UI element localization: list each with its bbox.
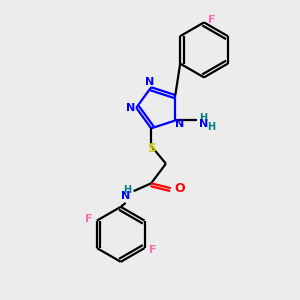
Text: F: F: [208, 15, 215, 26]
Text: F: F: [149, 245, 157, 255]
Text: N: N: [126, 103, 135, 113]
Text: S: S: [147, 142, 156, 155]
Text: N: N: [121, 191, 130, 201]
Text: N: N: [145, 77, 154, 87]
Text: H: H: [199, 112, 207, 122]
Text: H: H: [123, 185, 131, 195]
Text: O: O: [175, 182, 185, 195]
Text: F: F: [85, 214, 92, 224]
Text: N: N: [176, 119, 185, 129]
Text: N: N: [199, 119, 208, 129]
Text: H: H: [207, 122, 215, 132]
